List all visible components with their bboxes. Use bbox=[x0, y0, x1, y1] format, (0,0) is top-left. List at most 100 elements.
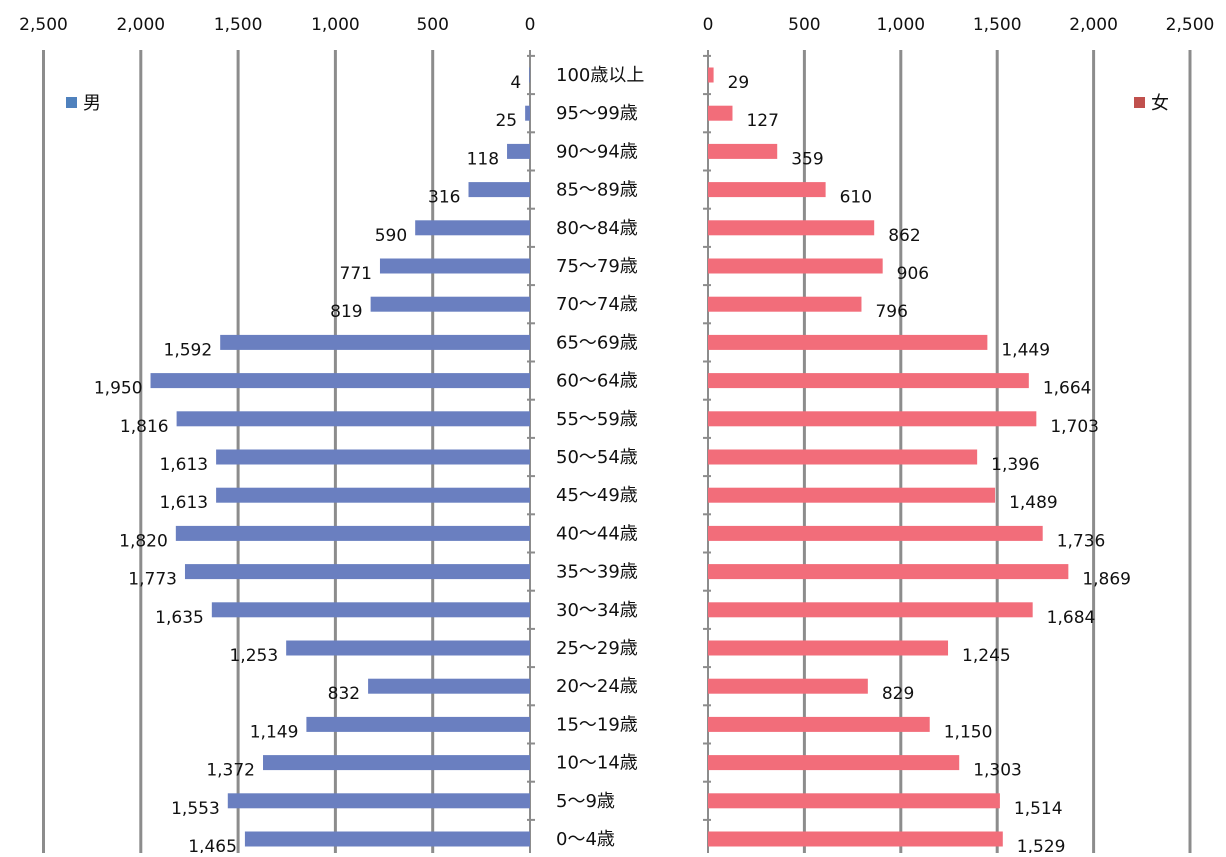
data-label-female: 862 bbox=[888, 226, 920, 246]
category-label: 85〜89歳 bbox=[556, 180, 638, 201]
data-label-male: 4 bbox=[510, 73, 521, 93]
x-tick-label-left: 0 bbox=[525, 15, 536, 35]
category-label: 55〜59歳 bbox=[556, 409, 638, 430]
category-label: 70〜74歳 bbox=[556, 294, 638, 315]
x-tick-label-left: 2,000 bbox=[116, 15, 165, 35]
category-label: 50〜54歳 bbox=[556, 447, 638, 468]
category-label: 35〜39歳 bbox=[556, 562, 638, 583]
category-label: 95〜99歳 bbox=[556, 103, 638, 124]
bar-male bbox=[216, 487, 530, 503]
data-label-female: 829 bbox=[882, 684, 914, 704]
x-tick-label-right: 500 bbox=[788, 15, 820, 35]
data-label-female: 1,869 bbox=[1082, 570, 1131, 590]
bar-male bbox=[468, 182, 530, 198]
data-label-female: 359 bbox=[791, 149, 823, 169]
data-label-male: 1,820 bbox=[119, 531, 168, 551]
data-label-male: 1,613 bbox=[159, 493, 208, 513]
bar-female bbox=[708, 411, 1037, 427]
data-label-male: 1,950 bbox=[94, 379, 143, 399]
x-tick-label-left: 2,500 bbox=[19, 15, 68, 35]
bar-female bbox=[708, 334, 988, 350]
x-tick-label-left: 500 bbox=[416, 15, 448, 35]
data-label-female: 1,150 bbox=[944, 722, 993, 742]
category-label: 25〜29歳 bbox=[556, 638, 638, 659]
data-label-female: 796 bbox=[875, 302, 907, 322]
bar-male bbox=[175, 525, 530, 541]
legend-label-male: 男 bbox=[83, 93, 101, 114]
category-label: 20〜24歳 bbox=[556, 676, 638, 697]
bar-female bbox=[708, 564, 1069, 580]
data-label-male: 316 bbox=[428, 188, 460, 208]
bar-female bbox=[708, 67, 714, 83]
category-label: 40〜44歳 bbox=[556, 523, 638, 544]
category-label: 10〜14歳 bbox=[556, 753, 638, 774]
data-label-male: 1,816 bbox=[120, 417, 169, 437]
bar-male bbox=[415, 220, 530, 236]
data-label-male: 1,613 bbox=[159, 455, 208, 475]
category-label: 0〜4歳 bbox=[556, 829, 615, 850]
data-label-male: 1,465 bbox=[188, 837, 237, 853]
category-label: 80〜84歳 bbox=[556, 218, 638, 239]
category-label: 90〜94歳 bbox=[556, 141, 638, 162]
category-label: 100歳以上 bbox=[556, 65, 644, 86]
legend-label-female: 女 bbox=[1151, 93, 1169, 114]
bar-female bbox=[708, 220, 875, 236]
x-tick-label-right: 1,500 bbox=[973, 15, 1022, 35]
data-label-female: 1,489 bbox=[1009, 493, 1058, 513]
bar-male bbox=[529, 67, 531, 83]
bar-female bbox=[708, 143, 778, 159]
data-label-female: 906 bbox=[897, 264, 929, 284]
data-label-female: 1,529 bbox=[1017, 837, 1066, 853]
bar-male bbox=[227, 793, 530, 809]
bar-male bbox=[507, 143, 530, 159]
bar-male bbox=[220, 334, 531, 350]
bar-female bbox=[708, 449, 978, 465]
data-label-male: 1,253 bbox=[229, 646, 278, 666]
data-label-female: 29 bbox=[728, 73, 750, 93]
data-label-male: 1,592 bbox=[164, 340, 213, 360]
bar-male bbox=[368, 678, 530, 694]
bar-male bbox=[306, 716, 530, 732]
data-label-male: 771 bbox=[340, 264, 372, 284]
bar-female bbox=[708, 678, 868, 694]
data-label-female: 1,514 bbox=[1014, 799, 1063, 819]
category-label: 75〜79歳 bbox=[556, 256, 638, 277]
data-label-female: 127 bbox=[746, 111, 778, 131]
x-tick-label-left: 1,500 bbox=[214, 15, 263, 35]
bar-male bbox=[211, 602, 531, 618]
bar-female bbox=[708, 525, 1043, 541]
data-label-male: 1,149 bbox=[250, 722, 299, 742]
bar-male bbox=[184, 564, 531, 580]
data-label-male: 590 bbox=[375, 226, 407, 246]
bar-male bbox=[263, 755, 530, 771]
bar-female bbox=[708, 793, 1000, 809]
category-label: 5〜9歳 bbox=[556, 791, 615, 812]
bar-male bbox=[216, 449, 530, 465]
data-label-female: 1,684 bbox=[1047, 608, 1096, 628]
data-label-male: 1,635 bbox=[155, 608, 204, 628]
bar-male bbox=[244, 831, 530, 847]
bar-female bbox=[708, 831, 1003, 847]
bar-female bbox=[708, 105, 733, 121]
data-label-male: 1,553 bbox=[171, 799, 220, 819]
bar-female bbox=[708, 258, 883, 274]
data-label-female: 610 bbox=[840, 188, 872, 208]
bar-female bbox=[708, 640, 949, 656]
x-tick-label-right: 1,000 bbox=[876, 15, 925, 35]
x-tick-label-left: 1,000 bbox=[311, 15, 360, 35]
bar-male bbox=[150, 373, 530, 389]
category-label: 45〜49歳 bbox=[556, 485, 638, 506]
data-label-male: 25 bbox=[495, 111, 517, 131]
bar-male bbox=[525, 105, 530, 121]
data-label-female: 1,664 bbox=[1043, 379, 1092, 399]
bar-female bbox=[708, 487, 996, 503]
category-label: 30〜34歳 bbox=[556, 600, 638, 621]
bar-female bbox=[708, 716, 930, 732]
legend-swatch-female bbox=[1134, 97, 1145, 108]
data-label-female: 1,245 bbox=[962, 646, 1011, 666]
category-label: 60〜64歳 bbox=[556, 371, 638, 392]
category-label: 15〜19歳 bbox=[556, 714, 638, 735]
bar-male bbox=[370, 296, 530, 312]
bar-male bbox=[286, 640, 530, 656]
